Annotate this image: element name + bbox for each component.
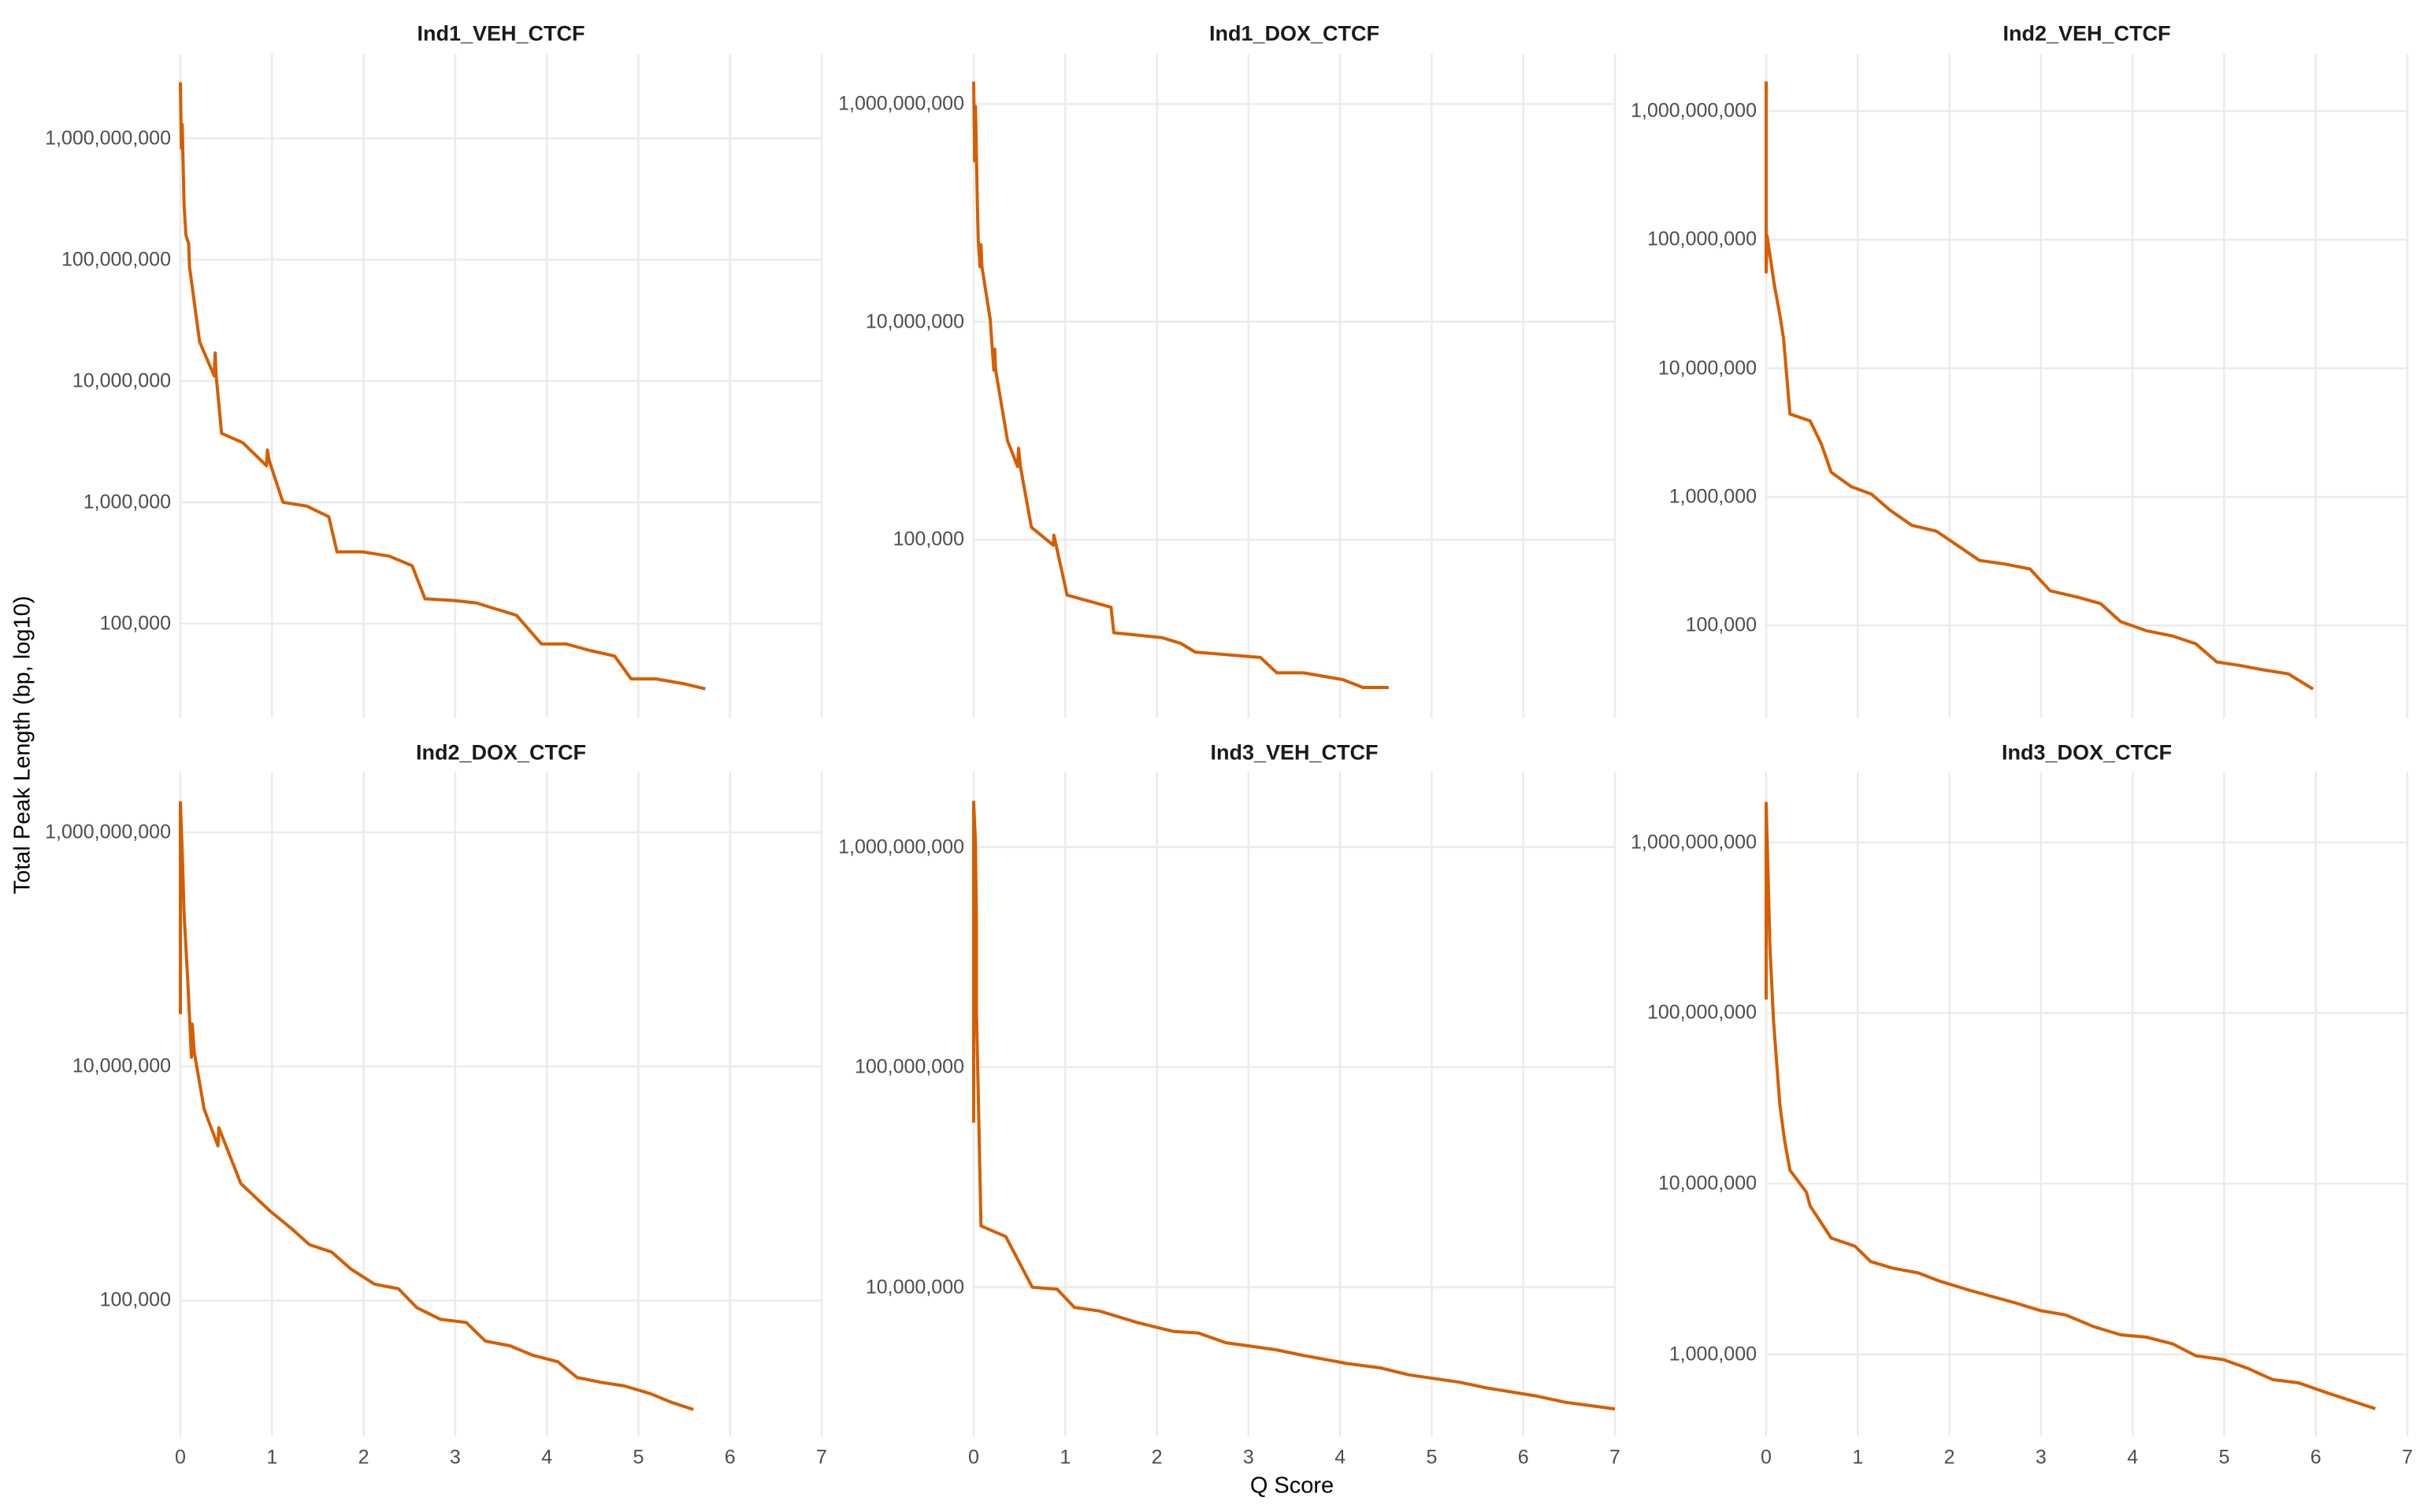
series-line — [179, 801, 694, 1411]
x-tick-label: 5 — [2218, 1446, 2230, 1469]
x-tick-label: 7 — [1609, 1446, 1620, 1469]
x-tick-label: 1 — [1852, 1446, 1864, 1469]
x-tick-label: 5 — [1426, 1446, 1438, 1469]
y-tick-label: 1,000,000,000 — [45, 127, 171, 150]
y-tick-label: 100,000,000 — [854, 1055, 964, 1078]
x-tick-label: 4 — [541, 1446, 553, 1469]
x-tick-label: 7 — [816, 1446, 827, 1469]
y-tick-label: 1,000,000,000 — [838, 836, 964, 858]
x-tick-label: 5 — [633, 1446, 644, 1469]
panel-plot-area — [1765, 54, 2409, 718]
y-tick-label: 1,000,000,000 — [45, 821, 171, 843]
x-tick-label: 3 — [1242, 1446, 1254, 1469]
x-tick-label: 2 — [1943, 1446, 1955, 1469]
y-tick-label: 1,000,000 — [1668, 1343, 1757, 1366]
y-tick-label: 100,000,000 — [61, 248, 171, 271]
x-tick-label: 2 — [358, 1446, 369, 1469]
y-tick-label: 1,000,000,000 — [1631, 99, 1757, 122]
y-tick-label: 10,000,000 — [1657, 1172, 1757, 1195]
x-tick-label: 0 — [968, 1446, 979, 1469]
x-tick-label: 0 — [1761, 1446, 1772, 1469]
y-axis-label: Total Peak Length (bp, log10) — [9, 595, 35, 895]
y-tick-label: 1,000,000 — [83, 491, 171, 513]
panel-title: Ind2_VEH_CTCF — [2002, 21, 2171, 46]
panel-plot-area — [1765, 772, 2409, 1436]
y-tick-label: 100,000,000 — [1646, 228, 1757, 250]
x-tick-label: 7 — [2402, 1446, 2413, 1469]
panel-plot-area — [972, 54, 1616, 718]
y-tick-label: 10,000,000 — [72, 369, 171, 392]
x-tick-label: 1 — [1060, 1446, 1071, 1469]
y-tick-label: 100,000 — [99, 612, 171, 635]
x-tick-label: 3 — [449, 1446, 461, 1469]
panel-title: Ind1_VEH_CTCF — [417, 21, 585, 46]
y-tick-label: 100,000,000 — [1646, 1001, 1757, 1024]
panel-title: Ind2_DOX_CTCF — [415, 740, 587, 765]
x-tick-label: 4 — [1334, 1446, 1346, 1469]
x-tick-label: 6 — [724, 1446, 736, 1469]
y-tick-label: 1,000,000,000 — [1631, 831, 1757, 854]
panel-plot-area — [179, 54, 823, 718]
y-tick-label: 10,000,000 — [1657, 357, 1757, 380]
x-tick-label: 1 — [266, 1446, 278, 1469]
panel-plot-area — [972, 772, 1616, 1436]
series-line — [179, 82, 706, 691]
panel-title: Ind3_VEH_CTCF — [1210, 740, 1379, 765]
x-tick-label: 4 — [2127, 1446, 2139, 1469]
series-line — [972, 81, 1389, 689]
y-tick-label: 100,000 — [893, 528, 964, 550]
y-tick-label: 1,000,000,000 — [838, 92, 964, 115]
x-tick-label: 6 — [2310, 1446, 2322, 1469]
panel-plot-area — [179, 772, 823, 1436]
panel-title: Ind1_DOX_CTCF — [1208, 21, 1380, 46]
x-tick-label: 2 — [1151, 1446, 1163, 1469]
x-tick-label: 0 — [175, 1446, 186, 1469]
y-tick-label: 100,000 — [99, 1288, 171, 1311]
y-tick-label: 10,000,000 — [72, 1054, 171, 1077]
y-tick-label: 100,000 — [1685, 613, 1757, 636]
y-tick-label: 1,000,000 — [1668, 485, 1757, 508]
x-tick-label: 6 — [1517, 1446, 1529, 1469]
series-line — [972, 800, 1616, 1411]
x-tick-label: 3 — [2035, 1446, 2047, 1469]
series-line — [1765, 802, 2376, 1410]
y-tick-label: 10,000,000 — [865, 310, 964, 333]
y-tick-label: 10,000,000 — [865, 1276, 964, 1299]
series-line — [1765, 81, 2314, 691]
panel-title: Ind3_DOX_CTCF — [2001, 740, 2173, 765]
x-axis-label: Q Score — [1249, 1473, 1334, 1499]
